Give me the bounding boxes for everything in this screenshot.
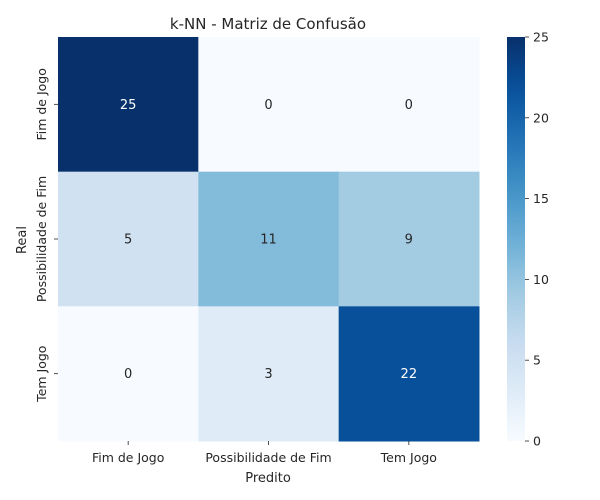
chart-title: k-NN - Matriz de Confusão: [170, 15, 366, 33]
heatmap-cell-r1-c2: [338, 171, 480, 307]
colorbar-tick-label-4: 20: [533, 110, 549, 125]
x-tick-label-2: Tem Jogo: [380, 450, 437, 465]
y-tick-label-0: Fim de Jogo: [34, 68, 49, 140]
heatmap-cell-r0-c1: [198, 37, 340, 173]
x-axis-ticks: Fim de Jogo Possibilidade de Fim Tem Jogo: [92, 441, 437, 465]
cell-value-r0-c0: 25: [120, 98, 137, 113]
colorbar-tick-label-5: 25: [533, 30, 549, 45]
cell-value-r1-c0: 5: [124, 233, 132, 248]
cell-value-r2-c1: 3: [264, 367, 272, 382]
y-tick-label-2: Tem Jogo: [34, 346, 49, 403]
heatmap-cell-r2-c2: [338, 306, 480, 442]
colorbar: 0 5 10 15 20 25: [507, 30, 549, 449]
colorbar-tick-label-1: 5: [533, 353, 541, 368]
heatmap-cell-r1-c0: [58, 171, 199, 307]
cell-value-r2-c2: 22: [401, 367, 418, 382]
y-axis-label: Real: [15, 226, 30, 254]
colorbar-tick-label-0: 0: [533, 434, 541, 449]
heatmap-cell-r2-c1: [198, 306, 340, 442]
heatmap-cell-r1-c1: [198, 171, 340, 307]
cell-value-r0-c2: 0: [405, 98, 413, 113]
y-axis-ticks: Fim de Jogo Possibilidade de Fim Tem Jogo: [34, 68, 58, 403]
colorbar-tick-label-3: 15: [533, 191, 549, 206]
heatmap-grid: 25 0 0 5 11 9 0 3 22: [58, 37, 480, 442]
colorbar-tick-label-2: 10: [533, 272, 549, 287]
y-tick-label-1: Possibilidade de Fim: [34, 176, 49, 302]
heatmap-cell-r2-c0: [58, 306, 199, 442]
heatmap-cell-r0-c2: [338, 37, 480, 173]
cell-value-r1-c1: 11: [260, 233, 277, 248]
x-tick-label-0: Fim de Jogo: [92, 450, 164, 465]
x-tick-label-1: Possibilidade de Fim: [205, 450, 331, 465]
cell-value-r2-c0: 0: [124, 367, 132, 382]
colorbar-gradient: [507, 37, 525, 441]
cell-value-r0-c1: 0: [264, 98, 272, 113]
x-axis-label: Predito: [245, 471, 291, 486]
cell-value-r1-c2: 9: [405, 233, 413, 248]
heatmap-cell-r0-c0: [58, 37, 199, 173]
